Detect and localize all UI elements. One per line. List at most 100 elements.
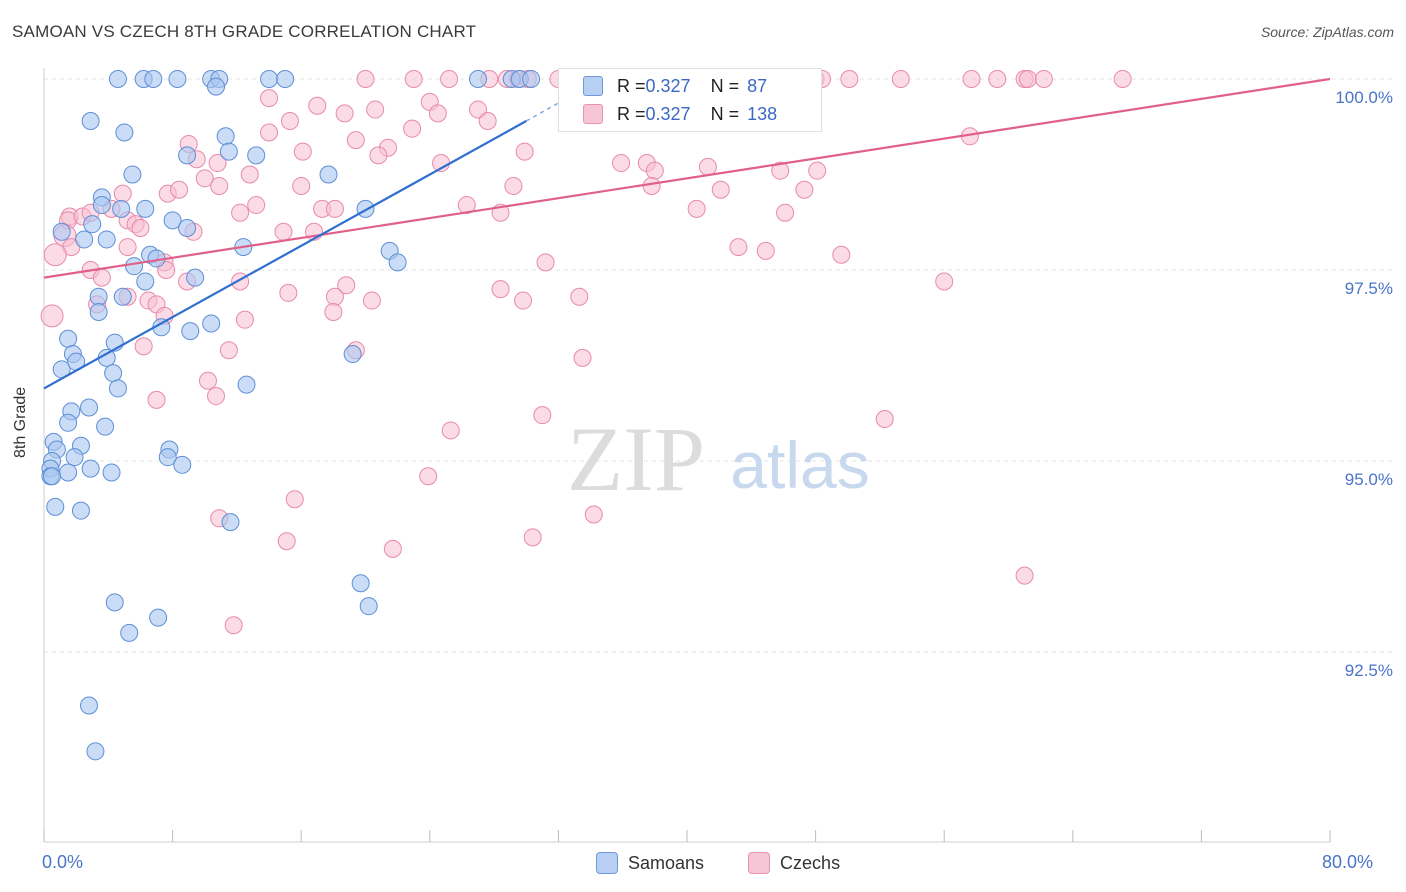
czech-point [231, 203, 250, 222]
czech-point [40, 304, 64, 328]
czech-point [113, 184, 132, 203]
czech-point [147, 390, 166, 409]
czech-point [170, 180, 189, 199]
legend-row-czechs: R = 0.327 N = 138 [583, 101, 777, 127]
source-label: Source: ZipAtlas.com [1260, 24, 1394, 40]
czech-point [875, 409, 894, 428]
samoan-point [125, 257, 144, 276]
samoan-point [216, 127, 235, 146]
czech-point [711, 180, 730, 199]
samoan-point [83, 215, 102, 234]
czech-point [440, 70, 459, 88]
czech-point [369, 146, 388, 165]
czechs-swatch [748, 852, 771, 874]
czech-point [134, 337, 153, 356]
czech-point [457, 196, 476, 215]
samoan-point [260, 70, 279, 88]
samoan-point [113, 287, 132, 306]
czech-point [356, 70, 375, 88]
samoans-trend-line [43, 120, 527, 390]
samoan-point [52, 222, 71, 241]
samoan-point [86, 742, 105, 761]
samoan-point [343, 345, 362, 364]
y-tick-labels: 92.5% 95.0% 97.5% 100.0% [1335, 88, 1393, 680]
samoan-point [207, 77, 226, 96]
czech-point [533, 406, 552, 425]
legend-row-samoans: R = 0.327 N = 87 [583, 73, 767, 99]
czech-point [584, 505, 603, 524]
czechs-label: Czechs [780, 852, 841, 873]
series-legend: Samoans Czechs [596, 852, 884, 874]
czech-point [285, 490, 304, 509]
samoan-point [102, 463, 121, 482]
legend-r-value: 0.327 [645, 75, 691, 96]
samoan-point [351, 574, 370, 593]
czech-point [208, 154, 227, 173]
legend-r-label: R = [617, 75, 646, 96]
czech-point [92, 268, 111, 287]
samoan-point [104, 364, 123, 383]
samoan-point [388, 253, 407, 272]
watermark-zip: ZIP [567, 408, 705, 510]
samoan-point [181, 322, 200, 341]
x-tick-label-min: 0.0% [42, 852, 84, 872]
samoan-point [136, 199, 155, 218]
gridlines [44, 78, 1392, 653]
samoan-point [219, 142, 238, 161]
samoan-point [80, 398, 99, 417]
czech-point [536, 253, 555, 272]
legend-item-czechs[interactable]: Czechs [748, 852, 840, 874]
czech-point [523, 528, 542, 547]
czechs-points [40, 70, 1132, 635]
czech-point [335, 104, 354, 123]
legend-item-samoans[interactable]: Samoans [596, 852, 704, 874]
czech-point [210, 176, 229, 195]
samoan-point [46, 497, 65, 516]
y-tick-label: 95.0% [1345, 470, 1393, 489]
czech-point [729, 238, 748, 257]
samoan-point [81, 459, 100, 478]
czech-point [277, 532, 296, 551]
samoan-point [522, 70, 541, 88]
samoan-point [89, 287, 108, 306]
samoan-point [356, 199, 375, 218]
czech-point [247, 196, 266, 215]
samoan-point [144, 70, 163, 88]
samoan-point [108, 70, 127, 88]
czech-point [687, 199, 706, 218]
czechs-trend-line [43, 77, 1331, 279]
samoan-point [163, 211, 182, 230]
czech-point [840, 70, 859, 88]
czech-point [1034, 70, 1053, 88]
czech-point [207, 387, 226, 406]
czech-point [403, 119, 422, 138]
czech-point [515, 142, 534, 161]
czech-point [1015, 566, 1034, 585]
samoan-point [92, 196, 111, 215]
samoan-point [202, 314, 221, 333]
samoan-point [247, 146, 266, 165]
samoan-point [186, 268, 205, 287]
samoan-point [237, 375, 256, 394]
x-tick-label-max: 80.0% [1322, 852, 1374, 872]
czech-point [224, 616, 243, 635]
legend-swatch-czechs [583, 104, 603, 124]
czech-point [324, 303, 343, 322]
czech-point [280, 112, 299, 131]
czech-point [346, 131, 365, 150]
czech-point [240, 165, 259, 184]
samoan-point [59, 329, 78, 348]
czech-point [195, 169, 214, 188]
czech-point [198, 371, 217, 390]
czech-point [274, 222, 293, 241]
samoan-point [71, 501, 90, 520]
czech-point [293, 142, 312, 161]
samoan-point [120, 623, 139, 642]
czech-point [362, 291, 381, 310]
legend-n-label: N = [710, 103, 740, 124]
samoan-point [123, 165, 142, 184]
samoan-point [75, 230, 94, 249]
samoan-point [59, 463, 78, 482]
axes [43, 68, 1331, 843]
samoan-point [43, 467, 62, 486]
